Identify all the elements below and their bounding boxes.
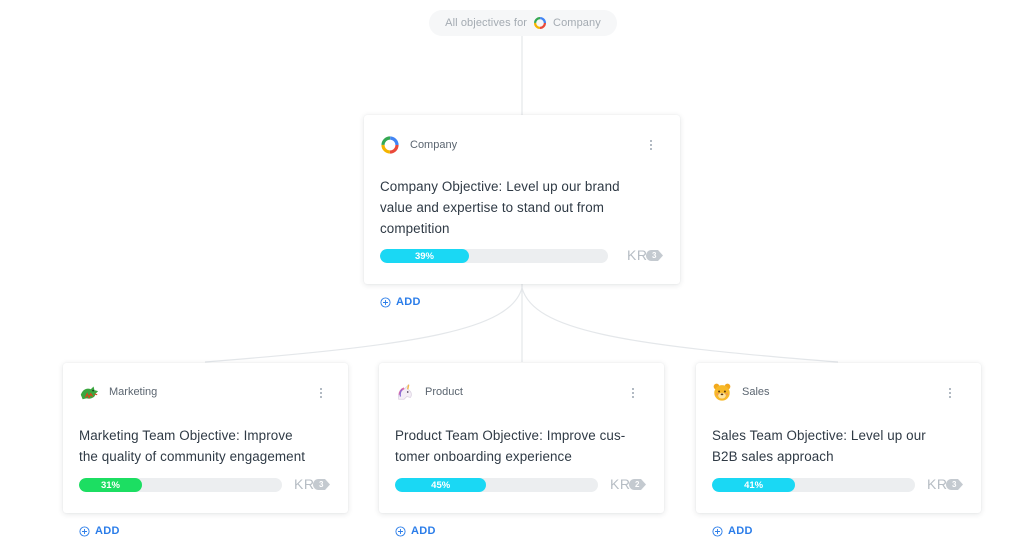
add-circle-icon <box>395 525 406 537</box>
card-owner: Company <box>380 135 457 155</box>
marketing-objective-card[interactable]: Marketing Marketing Team Objective: Impr… <box>63 363 348 513</box>
dragon-icon <box>79 382 99 402</box>
add-child-objective-button[interactable]: ADD <box>712 525 753 537</box>
kr-count-tag-icon: 3 <box>313 478 331 490</box>
kr-count-tag-icon: 2 <box>629 478 647 490</box>
more-options-icon[interactable] <box>630 385 636 401</box>
owner-name: Sales <box>742 386 770 398</box>
objective-title[interactable]: Marketing Team Objective: Improve the qu… <box>79 428 306 464</box>
kr-label: KR <box>294 476 315 492</box>
kr-count-tag-icon: 3 <box>946 478 964 490</box>
kr-count: 3 <box>318 479 324 489</box>
add-circle-icon <box>79 525 90 537</box>
owner-name: Marketing <box>109 386 158 398</box>
add-child-objective-button[interactable]: ADD <box>79 525 120 537</box>
progress-label: 41% <box>744 479 764 491</box>
company-objective-card[interactable]: Company Company Objective: Level up our … <box>364 115 680 284</box>
kr-count: 3 <box>951 479 957 489</box>
add-circle-icon <box>712 525 723 537</box>
owner-name: Product <box>425 386 463 398</box>
progress-bar: 39% <box>380 249 608 263</box>
add-label: ADD <box>396 296 421 308</box>
key-results-count[interactable]: KR 2 <box>610 476 647 492</box>
sales-objective-card[interactable]: Sales Sales Team Objective: Level up our… <box>696 363 981 513</box>
card-owner: Sales <box>712 382 770 402</box>
kr-count-tag-icon: 3 <box>646 249 664 261</box>
progress-label: 39% <box>414 250 434 262</box>
kr-label: KR <box>610 476 631 492</box>
scope-label: All objectives for <box>445 17 528 29</box>
objectives-scope-pill[interactable]: All objectives for Company <box>429 10 617 36</box>
objective-title[interactable]: Company Objective: Level up our brand va… <box>380 179 620 236</box>
more-options-icon[interactable] <box>318 385 324 401</box>
owner-name: Company <box>410 139 458 151</box>
progress-fill: 41% <box>712 478 796 492</box>
bear-icon <box>712 382 732 402</box>
progress-label: 31% <box>100 479 120 491</box>
company-logo-icon <box>534 16 547 30</box>
key-results-count[interactable]: KR 3 <box>294 476 331 492</box>
scope-org: Company <box>553 17 601 29</box>
objective-title[interactable]: Sales Team Objective: Level up our B2B s… <box>712 428 926 464</box>
progress-bar: 31% <box>79 478 282 492</box>
unicorn-icon <box>395 382 415 402</box>
card-owner: Product <box>395 382 463 402</box>
add-label: ADD <box>95 525 120 537</box>
add-label: ADD <box>728 525 753 537</box>
more-options-icon[interactable] <box>947 385 953 401</box>
kr-count: 2 <box>634 479 640 489</box>
progress-fill: 31% <box>79 478 142 492</box>
add-circle-icon <box>380 296 391 308</box>
objective-title[interactable]: Product Team Objective: Improve cus- tom… <box>395 428 626 464</box>
progress-bar: 41% <box>712 478 915 492</box>
kr-label: KR <box>927 476 948 492</box>
kr-label: KR <box>627 247 648 263</box>
progress-bar: 45% <box>395 478 598 492</box>
key-results-count[interactable]: KR 3 <box>927 476 964 492</box>
progress-label: 45% <box>431 479 451 491</box>
add-label: ADD <box>411 525 436 537</box>
progress-fill: 45% <box>395 478 487 492</box>
card-owner: Marketing <box>79 382 157 402</box>
more-options-icon[interactable] <box>648 137 654 153</box>
company-logo-icon <box>380 135 400 155</box>
add-child-objective-button[interactable]: ADD <box>380 296 421 308</box>
add-child-objective-button[interactable]: ADD <box>395 525 436 537</box>
key-results-count[interactable]: KR 3 <box>627 247 664 263</box>
progress-fill: 39% <box>380 249 469 263</box>
product-objective-card[interactable]: Product Product Team Objective: Improve … <box>379 363 664 513</box>
kr-count: 3 <box>651 250 657 260</box>
